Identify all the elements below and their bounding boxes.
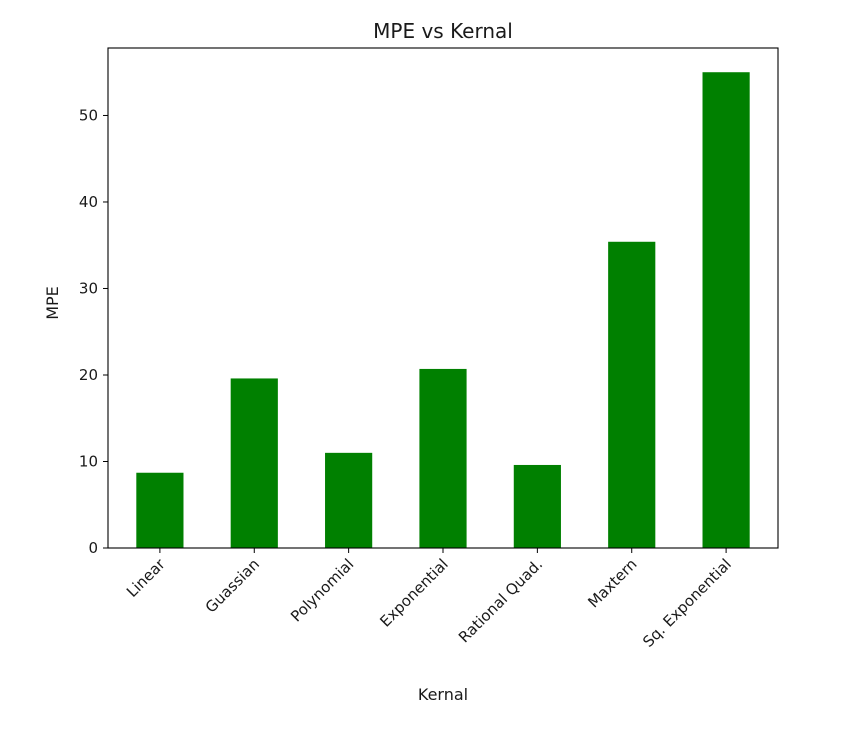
bar-polynomial (325, 452, 373, 548)
y-axis: 0 10 20 30 40 50 (79, 106, 108, 557)
bar-sq-exponential (702, 72, 750, 548)
bar-rational-quad (513, 464, 561, 548)
x-tick-label: Sq. Exponential (639, 555, 735, 651)
x-axis-label: Kernal (418, 685, 468, 704)
x-tick-label: Linear (123, 555, 169, 601)
y-axis-label: MPE (43, 286, 62, 320)
x-tick-label: Exponential (376, 555, 451, 630)
x-tick-label: Rational Quad. (455, 555, 546, 646)
x-tick-label: Maxtern (584, 555, 640, 611)
x-tick-label: Guassian (202, 555, 263, 616)
y-tick-label: 0 (88, 539, 98, 557)
y-tick-label: 10 (79, 452, 98, 470)
y-tick-label: 50 (79, 106, 98, 124)
x-axis: Linear Guassian Polynomial Exponential Ratio… (123, 548, 735, 651)
bar-exponential (419, 368, 467, 548)
y-tick-label: 20 (79, 366, 98, 384)
plot-frame (107, 47, 779, 549)
plot-area (136, 72, 750, 548)
x-tick-label: Polynomial (287, 555, 357, 625)
bar-guassian (230, 378, 278, 548)
bar-maxtern (608, 241, 656, 548)
y-tick-label: 40 (79, 193, 98, 211)
chart-title: MPE vs Kernal (373, 19, 513, 43)
y-tick-label: 30 (79, 279, 98, 297)
bar-linear (136, 472, 184, 548)
